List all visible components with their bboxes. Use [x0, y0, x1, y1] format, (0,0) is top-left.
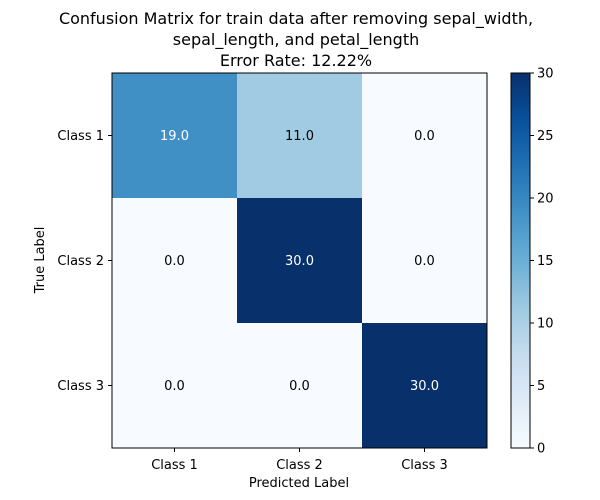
heatmap-cell-r2-c1 — [112, 198, 237, 323]
cell-label-r2-c3: 0.0 — [414, 254, 435, 269]
colorbar-tick-label-6: 25 — [537, 129, 554, 144]
colorbar — [510, 72, 531, 449]
colorbar-tick-label-5: 20 — [537, 192, 554, 207]
cell-label-r2-c1: 0.0 — [164, 254, 185, 269]
heatmap-cell-r3-c2 — [237, 323, 362, 448]
colorbar-tick-label-2: 5 — [537, 379, 545, 394]
x-tick-label-2: Class 2 — [276, 458, 323, 473]
cell-label-r3-c2: 0.0 — [289, 379, 310, 394]
heatmap-cell-r2-c3 — [362, 198, 487, 323]
cell-label-r2-c2: 30.0 — [285, 254, 314, 269]
cell-label-r1-c3: 0.0 — [414, 129, 435, 144]
x-tick-label-1: Class 1 — [151, 458, 198, 473]
chart-title-line-2: sepal_length, and petal_length — [173, 30, 419, 50]
heatmap-cell-r1-c3 — [362, 73, 487, 198]
x-tick-label-3: Class 3 — [401, 458, 448, 473]
y-axis-ticks: Class 1 Class 2 Class 3 — [57, 129, 112, 394]
heatmap-cell-r3-c3 — [362, 323, 487, 448]
heatmap-cells — [112, 73, 487, 448]
heatmap-cell-r1-c2 — [237, 73, 362, 198]
colorbar-ticks: 0 5 10 15 20 25 30 — [530, 67, 554, 457]
cell-label-r1-c2: 11.0 — [285, 129, 314, 144]
heatmap-cell-labels: 19.0 11.0 0.0 0.0 30.0 0.0 0.0 0.0 30.0 — [160, 129, 439, 394]
colorbar-tick-label-1: 0 — [537, 442, 545, 457]
colorbar-tick-label-7: 30 — [537, 67, 554, 82]
cell-label-r3-c1: 0.0 — [164, 379, 185, 394]
y-tick-label-1: Class 1 — [57, 129, 104, 144]
y-axis-label: True Label — [33, 227, 48, 295]
chart-title-line-3: Error Rate: 12.22% — [220, 51, 372, 70]
colorbar-tick-label-3: 10 — [537, 317, 554, 332]
heatmap-cell-r3-c1 — [112, 323, 237, 448]
y-tick-label-2: Class 2 — [57, 254, 104, 269]
heatmap-cell-r2-c2 — [237, 198, 362, 323]
cell-label-r3-c3: 30.0 — [410, 379, 439, 394]
chart-title-line-1: Confusion Matrix for train data after re… — [59, 9, 533, 29]
colorbar-tick-label-4: 15 — [537, 254, 554, 269]
cell-label-r1-c1: 19.0 — [160, 129, 189, 144]
x-axis-ticks: Class 1 Class 2 Class 3 — [151, 448, 448, 473]
y-tick-label-3: Class 3 — [57, 379, 104, 394]
heatmap-cell-r1-c1 — [112, 73, 237, 198]
x-axis-label: Predicted Label — [249, 476, 349, 491]
